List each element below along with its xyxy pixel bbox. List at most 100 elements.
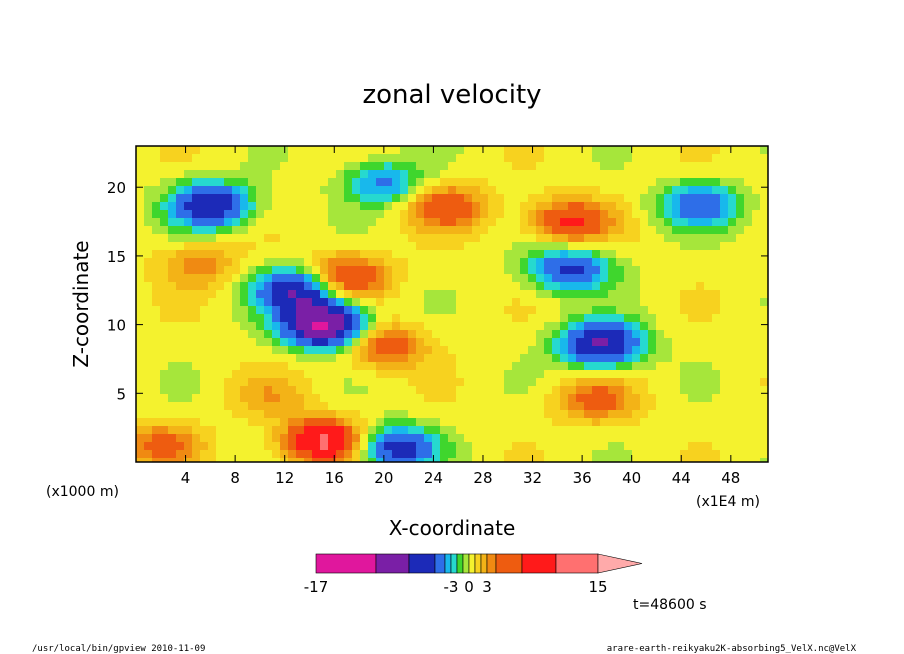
field-cell bbox=[160, 410, 168, 418]
field-cell bbox=[144, 306, 152, 314]
field-cell bbox=[688, 226, 696, 234]
field-cell bbox=[392, 458, 400, 462]
field-cell bbox=[624, 146, 632, 154]
field-cell bbox=[176, 226, 184, 234]
field-cell bbox=[536, 434, 544, 442]
field-cell bbox=[456, 282, 464, 290]
field-cell bbox=[488, 202, 496, 210]
field-cell bbox=[392, 450, 400, 458]
field-cell bbox=[384, 178, 392, 186]
colorbar-segment bbox=[521, 553, 557, 574]
field-cell bbox=[328, 450, 336, 458]
field-cell bbox=[600, 410, 608, 418]
field-cell bbox=[200, 410, 208, 418]
field-cell bbox=[600, 458, 608, 462]
field-cell bbox=[256, 338, 264, 346]
field-cell bbox=[312, 234, 320, 242]
field-cell bbox=[248, 322, 256, 330]
field-cell bbox=[376, 402, 384, 410]
field-cell bbox=[672, 402, 680, 410]
field-cell bbox=[744, 322, 752, 330]
field-cell bbox=[568, 162, 576, 170]
field-cell bbox=[672, 186, 680, 194]
field-cell bbox=[528, 178, 536, 186]
field-cell bbox=[176, 186, 184, 194]
field-cell bbox=[456, 378, 464, 386]
field-cell bbox=[704, 234, 712, 242]
field-cell bbox=[376, 162, 384, 170]
field-cell bbox=[664, 330, 672, 338]
field-cell bbox=[496, 306, 504, 314]
field-cell bbox=[696, 330, 704, 338]
field-cell bbox=[160, 442, 168, 450]
field-cell bbox=[736, 434, 744, 442]
field-cell bbox=[224, 178, 232, 186]
field-cell bbox=[192, 354, 200, 362]
field-cell bbox=[320, 234, 328, 242]
field-cell bbox=[304, 274, 312, 282]
field-cell bbox=[288, 442, 296, 450]
field-cell bbox=[384, 362, 392, 370]
field-cell bbox=[264, 202, 272, 210]
field-cell bbox=[552, 226, 560, 234]
field-cell bbox=[312, 170, 320, 178]
field-cell bbox=[384, 354, 392, 362]
field-cell bbox=[424, 418, 432, 426]
field-cell bbox=[504, 370, 512, 378]
field-cell bbox=[664, 242, 672, 250]
field-cell bbox=[240, 434, 248, 442]
field-cell bbox=[720, 322, 728, 330]
field-cell bbox=[328, 306, 336, 314]
field-cell bbox=[488, 266, 496, 274]
field-cell bbox=[624, 266, 632, 274]
field-cell bbox=[408, 282, 416, 290]
field-cell bbox=[488, 234, 496, 242]
field-cell bbox=[224, 426, 232, 434]
field-cell bbox=[712, 370, 720, 378]
field-cell bbox=[208, 370, 216, 378]
field-cell bbox=[288, 434, 296, 442]
field-cell bbox=[240, 274, 248, 282]
field-cell bbox=[704, 266, 712, 274]
field-cell bbox=[360, 330, 368, 338]
field-cell bbox=[216, 210, 224, 218]
field-cell bbox=[568, 266, 576, 274]
field-cell bbox=[208, 386, 216, 394]
field-cell bbox=[480, 346, 488, 354]
field-cell bbox=[760, 346, 768, 354]
field-cell bbox=[280, 346, 288, 354]
field-cell bbox=[312, 338, 320, 346]
field-cell bbox=[576, 370, 584, 378]
field-cell bbox=[720, 298, 728, 306]
field-cell bbox=[240, 450, 248, 458]
field-cell bbox=[344, 426, 352, 434]
field-cell bbox=[336, 338, 344, 346]
field-cell bbox=[376, 338, 384, 346]
field-cell bbox=[536, 202, 544, 210]
field-cell bbox=[232, 146, 240, 154]
field-cell bbox=[192, 258, 200, 266]
field-cell bbox=[352, 442, 360, 450]
field-cell bbox=[544, 370, 552, 378]
field-cell bbox=[568, 434, 576, 442]
field-cell bbox=[352, 162, 360, 170]
field-cell bbox=[184, 210, 192, 218]
field-cell bbox=[208, 338, 216, 346]
field-cell bbox=[680, 258, 688, 266]
field-cell bbox=[504, 346, 512, 354]
field-cell bbox=[424, 354, 432, 362]
field-cell bbox=[376, 386, 384, 394]
field-cell bbox=[256, 458, 264, 462]
field-cell bbox=[392, 186, 400, 194]
field-cell bbox=[712, 218, 720, 226]
field-cell bbox=[368, 338, 376, 346]
field-cell bbox=[656, 266, 664, 274]
field-cell bbox=[512, 274, 520, 282]
field-cell bbox=[560, 226, 568, 234]
field-cell bbox=[408, 434, 416, 442]
field-cell bbox=[576, 162, 584, 170]
field-cell bbox=[536, 210, 544, 218]
field-cell bbox=[312, 154, 320, 162]
field-cell bbox=[376, 418, 384, 426]
field-cell bbox=[680, 250, 688, 258]
